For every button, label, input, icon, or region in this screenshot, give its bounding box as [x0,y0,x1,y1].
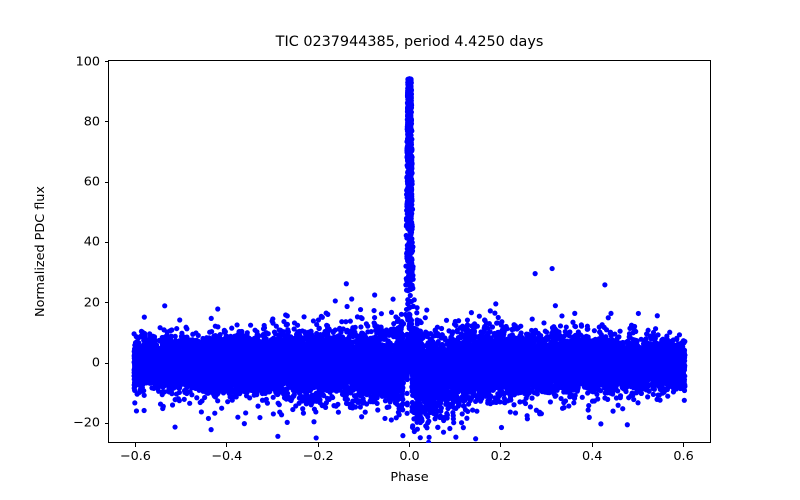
x-tick-mark [500,443,502,447]
y-tick-mark [104,241,108,244]
y-tick-label: 0 [91,355,100,371]
y-tick-mark [104,181,108,183]
y-tick-mark [104,302,108,304]
x-tick-mark [683,443,685,447]
y-tick-mark [104,61,108,63]
y-axis-label: Normalized PDC flux [33,186,48,317]
y-tick-label: 80 [83,114,100,130]
y-tick-label: −20 [72,415,100,431]
x-tick-label: −0.4 [211,449,243,464]
y-tick-label: 100 [75,54,100,69]
x-tick-mark [134,443,136,447]
y-tick-mark [104,362,108,364]
x-tick-label: −0.6 [119,449,151,464]
x-tick-mark [591,443,593,447]
x-tick-mark [226,443,228,447]
x-tick-label: 0.0 [399,449,420,464]
x-tick-label: 0.2 [490,449,512,464]
x-tick-label: 0.6 [673,449,694,464]
x-axis-label: Phase [390,470,429,485]
x-tick-label: −0.2 [302,449,334,464]
y-tick-label: 60 [83,174,100,190]
x-tick-mark [409,443,411,447]
scatter-plot-canvas [108,60,711,443]
y-tick-mark [104,121,108,123]
y-tick-label: 20 [83,295,100,311]
y-tick-label: 40 [83,234,100,250]
x-tick-label: 0.4 [582,449,603,464]
page-title: TIC 0237944385, period 4.4250 days [275,34,544,50]
y-tick-mark [104,422,108,424]
x-tick-mark [317,443,319,447]
